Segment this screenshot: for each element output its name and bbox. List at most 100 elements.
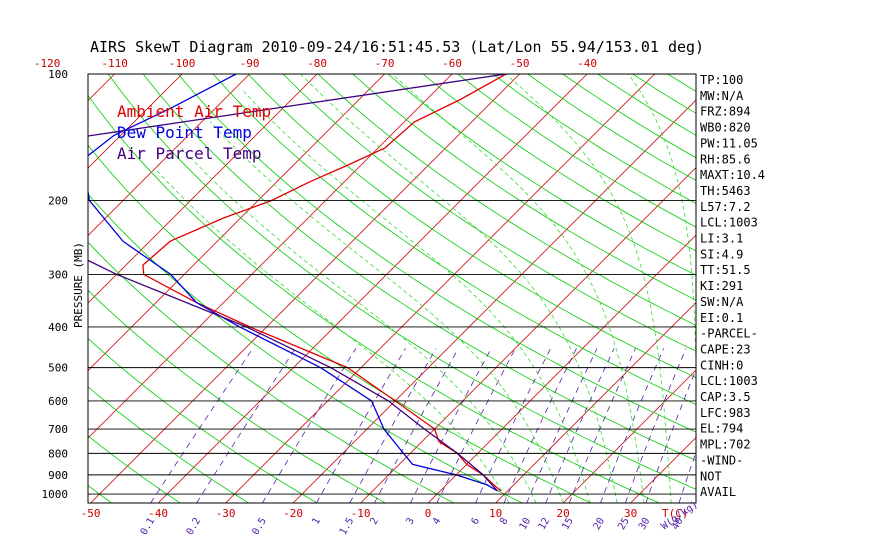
index-entry: EI:0.1 (700, 311, 743, 325)
top-temp-label: -40 (577, 57, 597, 70)
dry-adiabat-line (807, 74, 870, 503)
bottom-temp-label: -20 (283, 507, 303, 520)
pressure-tick-label: 300 (48, 268, 68, 281)
index-entry: TT:51.5 (700, 263, 751, 277)
dry-adiabat-line (667, 74, 696, 92)
top-temp-label: -90 (240, 57, 260, 70)
legend-entry: Dew Point Temp (117, 123, 252, 142)
legend-entry: Air Parcel Temp (117, 144, 262, 163)
index-entry: KI:291 (700, 279, 743, 293)
index-entry: AVAIL (700, 485, 736, 499)
bottom-temp-label: -10 (351, 507, 371, 520)
mixing-ratio-line (645, 368, 696, 503)
dry-adiabat-line (88, 94, 660, 503)
moist-adiabat-line (300, 74, 618, 503)
mixing-ratio-label: 12 (537, 516, 553, 532)
top-temp-label: -120 (34, 57, 61, 70)
moist-adiabat-line (391, 74, 645, 503)
mixing-ratio-label: 8 (498, 516, 511, 527)
mixing-ratio-label: 4 (431, 516, 444, 527)
mixing-ratio-line (568, 348, 636, 503)
top-temp-label: -80 (307, 57, 327, 70)
mixing-ratio-label: 20 (592, 516, 608, 532)
index-entry: WB0:820 (700, 121, 751, 135)
index-entry: LCL:1003 (700, 374, 758, 388)
index-entry: SI:4.9 (700, 247, 743, 261)
mixing-ratio-label: 15 (560, 516, 576, 532)
top-temp-label: -110 (101, 57, 128, 70)
mixing-ratio-label: 25 (616, 516, 632, 532)
pressure-tick-label: 100 (48, 68, 68, 81)
mixing-ratio-label: 30 (637, 516, 653, 532)
bottom-temp-label: 0 (425, 507, 432, 520)
mixing-ratio-line (150, 348, 254, 503)
temperature-profile (142, 74, 507, 492)
pressure-tick-label: 900 (48, 469, 68, 482)
dry-adiabat-line (88, 485, 112, 503)
isotherm-line (90, 74, 520, 503)
mixing-ratio-line (475, 348, 551, 503)
index-entry: -PARCEL- (700, 327, 758, 341)
mixing-ratio-line (624, 348, 687, 503)
isotherm-line (157, 74, 588, 503)
index-entry: RH:85.6 (700, 152, 751, 166)
pressure-tick-label: 500 (48, 362, 68, 375)
isotherm-line (88, 74, 183, 169)
top-temp-label: -100 (169, 57, 196, 70)
moist-adiabat-line (243, 91, 591, 503)
legend-entry: Ambient Air Temp (117, 102, 271, 121)
index-entry: MAXT:10.4 (700, 168, 765, 182)
dry-adiabat-line (107, 74, 696, 490)
index-entry: EL:794 (700, 422, 743, 436)
isotherm-line (88, 74, 318, 304)
mixing-ratio-label: 3 (404, 516, 417, 527)
dry-adiabat-line (88, 193, 523, 503)
mixing-ratio-label: 0.5 (250, 516, 269, 537)
mixing-ratio-line (374, 348, 459, 503)
dry-adiabat-line (457, 74, 696, 228)
mixing-ratio-line (196, 348, 296, 503)
pressure-tick-label: 400 (48, 321, 68, 334)
mixing-ratio-label: 10 (518, 516, 534, 532)
moist-adiabat-line (209, 121, 564, 503)
index-entry: FRZ:894 (700, 105, 751, 119)
temp-unit-label: T(C) (662, 507, 689, 520)
mixing-ratio-line (316, 348, 406, 503)
pressure-tick-label: 600 (48, 395, 68, 408)
top-temp-label: -50 (510, 57, 530, 70)
index-entry: MW:N/A (700, 89, 744, 103)
dry-adiabat-line (773, 74, 870, 503)
isotherm-line (88, 74, 115, 102)
isotherm-line (88, 74, 250, 237)
dry-adiabat-line (88, 241, 455, 503)
moist-adiabat-line (156, 170, 510, 503)
pressure-tick-label: 1000 (42, 488, 69, 501)
parcel-profile (88, 74, 507, 492)
isotherm-line (427, 234, 696, 503)
mixing-ratio-line (503, 348, 577, 503)
dry-adiabat-line (142, 74, 696, 461)
mixing-ratio-line (262, 348, 357, 503)
dry-adiabat-line (492, 74, 696, 205)
top-temp-label: -70 (375, 57, 395, 70)
mixing-ratio-label: 40 (670, 516, 686, 532)
index-entry: L57:7.2 (700, 200, 751, 214)
mixing-ratio-line (349, 348, 437, 503)
dry-adiabat-line (527, 74, 696, 181)
isotherm-line (0, 74, 47, 503)
dry-adiabat-line (387, 74, 696, 276)
index-entry: LCL:1003 (700, 216, 758, 230)
y-axis-label: PRESSURE (MB) (72, 242, 85, 328)
dry-adiabat-line (88, 337, 318, 503)
dry-adiabat-line (352, 74, 696, 301)
isotherm-line (292, 99, 696, 503)
index-entry: -WIND- (700, 453, 743, 467)
bottom-temp-label: 10 (489, 507, 502, 520)
bottom-temp-label: -50 (81, 507, 101, 520)
pressure-tick-label: 700 (48, 423, 68, 436)
dry-adiabat-line (88, 386, 249, 503)
mixing-ratio-label: 0.2 (185, 516, 204, 537)
dry-adiabat-line (212, 74, 696, 405)
